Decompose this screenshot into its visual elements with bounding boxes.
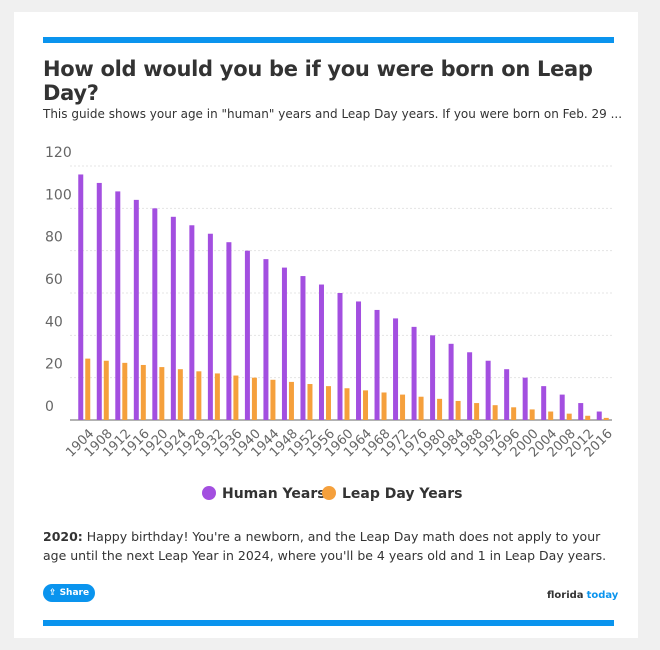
legend-swatch <box>202 486 216 500</box>
bar <box>541 386 547 420</box>
bar <box>226 242 232 420</box>
bar <box>467 352 473 420</box>
bar <box>325 386 331 420</box>
y-tick-label: 0 <box>45 399 54 415</box>
y-tick-label: 100 <box>45 187 72 203</box>
bar <box>356 301 362 420</box>
bar <box>263 259 269 420</box>
bar <box>448 343 454 420</box>
y-tick-label: 60 <box>45 272 63 288</box>
bar <box>85 358 91 420</box>
bar <box>363 390 369 420</box>
brand: florida today <box>547 590 618 601</box>
bar <box>270 379 276 420</box>
bar <box>214 373 220 420</box>
note-label: 2020: <box>43 529 83 544</box>
bar <box>300 276 306 420</box>
bar <box>96 182 102 420</box>
legend-swatch <box>322 486 336 500</box>
legend-label: Leap Day Years <box>342 486 462 502</box>
bar <box>133 199 139 420</box>
accent-bar <box>43 37 614 43</box>
bar <box>485 360 491 420</box>
bar <box>603 417 609 420</box>
subtitle: This guide shows your age in "human" yea… <box>43 107 623 121</box>
bar <box>522 377 528 420</box>
bar <box>559 394 565 420</box>
bar <box>374 309 380 420</box>
bar <box>566 413 572 420</box>
title: How old would you be if you were born on… <box>43 57 593 105</box>
bar <box>196 371 202 420</box>
legend-label: Human Years <box>222 486 326 502</box>
bar <box>189 225 195 420</box>
bar <box>411 326 417 420</box>
bar <box>318 284 324 420</box>
bar <box>548 411 554 420</box>
y-tick-label: 20 <box>45 357 63 373</box>
bar <box>177 369 183 420</box>
bar <box>430 335 436 420</box>
bar <box>455 400 461 420</box>
bar <box>251 377 257 420</box>
bar <box>344 388 350 420</box>
bar <box>170 216 176 420</box>
bar <box>474 403 480 420</box>
brand-part: today <box>586 590 619 601</box>
bar <box>578 403 584 420</box>
y-tick-label: 120 <box>45 145 72 161</box>
bar <box>585 415 591 420</box>
bar <box>115 191 121 420</box>
bar <box>492 405 498 420</box>
bar <box>281 267 287 420</box>
bar <box>504 369 510 420</box>
bar <box>400 394 406 420</box>
bar <box>307 384 313 420</box>
bar <box>152 208 158 420</box>
bar <box>233 375 239 420</box>
bar <box>207 233 213 420</box>
bar <box>140 364 146 420</box>
y-tick-label: 80 <box>45 230 63 246</box>
bar <box>337 293 343 420</box>
bar <box>122 362 128 420</box>
share-button[interactable]: ⇪ Share <box>43 584 95 602</box>
bar <box>596 411 602 420</box>
bar <box>437 398 443 420</box>
bar <box>529 409 535 420</box>
bar <box>244 250 250 420</box>
share-label: Share <box>59 588 90 598</box>
y-tick-label: 40 <box>45 314 63 330</box>
bar <box>381 392 387 420</box>
bar <box>393 318 399 420</box>
accent-bar <box>43 620 614 626</box>
bar <box>78 174 84 420</box>
note-text: Happy birthday! You're a newborn, and th… <box>43 529 607 563</box>
bar <box>418 396 424 420</box>
bar <box>103 360 109 420</box>
brand-part: florida <box>547 590 584 601</box>
bar <box>288 381 294 420</box>
bar <box>511 407 517 420</box>
bar <box>159 367 165 420</box>
note: 2020: Happy birthday! You're a newborn, … <box>43 527 618 565</box>
